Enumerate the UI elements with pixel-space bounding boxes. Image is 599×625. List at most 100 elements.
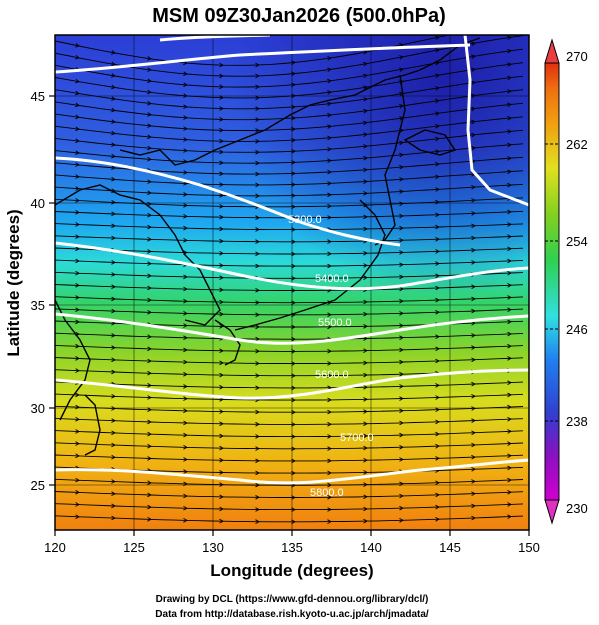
- y-tick-label: 40: [31, 196, 45, 211]
- wind-arrowhead: [327, 446, 332, 451]
- wind-arrowhead: [75, 343, 80, 349]
- wind-arrowhead: [327, 192, 332, 198]
- wind-arrowhead: [363, 61, 368, 67]
- wind-arrowhead: [399, 262, 404, 267]
- wind-arrowhead: [147, 334, 152, 340]
- wind-arrowhead: [255, 470, 260, 476]
- wind-arrowhead: [399, 250, 404, 255]
- wind-arrowhead: [111, 188, 116, 194]
- wind-arrowhead: [219, 384, 224, 390]
- wind-arrowhead: [183, 192, 188, 197]
- wind-arrowhead: [255, 251, 260, 257]
- wind-arrowhead: [255, 239, 260, 244]
- wind-arrowhead: [471, 235, 476, 241]
- wind-arrowhead: [435, 395, 440, 400]
- wind-arrowhead: [435, 492, 440, 498]
- wind-arrowhead: [75, 150, 80, 156]
- wind-arrowhead: [291, 204, 296, 209]
- wind-arrowhead: [363, 421, 368, 427]
- wind-arrowhead: [183, 71, 188, 77]
- wind-arrowhead: [183, 286, 188, 292]
- wind-arrowhead: [399, 286, 404, 292]
- wind-arrowhead: [507, 156, 512, 161]
- wind-arrowhead: [327, 421, 332, 427]
- wind-arrowhead: [471, 418, 476, 423]
- streamline: [55, 223, 524, 231]
- wind-arrowhead: [111, 406, 116, 411]
- streamline: [55, 48, 524, 88]
- wind-arrowhead: [507, 514, 512, 519]
- x-tick-label: 130: [202, 540, 224, 555]
- wind-arrowhead: [399, 371, 404, 377]
- wind-arrowhead: [435, 383, 440, 388]
- wind-arrowhead: [435, 261, 440, 266]
- contour-line-7: [55, 458, 529, 485]
- wind-arrowhead: [435, 136, 440, 142]
- wind-arrowhead: [399, 323, 404, 328]
- wind-arrowhead: [471, 296, 476, 302]
- wind-arrowhead: [471, 67, 476, 73]
- wind-arrowhead: [327, 169, 332, 175]
- wind-arrowhead: [111, 369, 116, 375]
- wind-arrowhead: [147, 358, 152, 364]
- wind-arrowhead: [291, 507, 296, 512]
- wind-arrowhead: [75, 283, 80, 288]
- wind-arrowhead: [327, 181, 332, 186]
- wind-arrowhead: [363, 482, 368, 487]
- wind-arrowhead: [147, 56, 152, 61]
- wind-arrowhead: [507, 209, 512, 215]
- wind-arrowhead: [507, 62, 512, 67]
- wind-arrowhead: [327, 300, 332, 305]
- wind-arrowhead: [255, 519, 260, 524]
- wind-arrowhead: [291, 126, 296, 132]
- wind-arrowhead: [507, 343, 512, 349]
- wind-arrowhead: [327, 397, 332, 403]
- wind-arrowhead: [75, 404, 80, 410]
- wind-arrowhead: [291, 227, 296, 232]
- wind-arrowhead: [111, 200, 116, 205]
- wind-arrowhead: [399, 128, 404, 133]
- wind-arrowhead: [435, 98, 440, 104]
- wind-arrowhead: [183, 115, 188, 120]
- wind-arrowhead: [399, 201, 404, 207]
- wind-arrowhead: [183, 148, 188, 153]
- wind-arrowhead: [435, 480, 440, 486]
- wind-arrowhead: [471, 198, 476, 203]
- plot-area: 5300.0 5400.0 5500.0 5600.0 5700.0 5800.…: [54, 34, 530, 531]
- wind-arrowhead: [507, 380, 512, 386]
- wind-arrowhead: [111, 284, 116, 290]
- wind-arrowhead: [255, 300, 260, 305]
- wind-arrowhead: [111, 320, 116, 326]
- wind-arrowhead: [507, 89, 512, 94]
- wind-arrowhead: [183, 384, 188, 389]
- wind-arrowhead: [147, 123, 152, 128]
- x-tick-label: 140: [360, 540, 382, 555]
- wind-arrowhead: [75, 198, 80, 203]
- streamline: [55, 235, 524, 243]
- wind-arrowhead: [147, 89, 152, 95]
- wind-arrowhead: [291, 458, 296, 464]
- wind-arrowhead: [471, 80, 476, 86]
- wind-arrowhead: [111, 418, 116, 423]
- wind-arrowhead: [255, 84, 260, 90]
- wind-arrowhead: [327, 409, 332, 415]
- wind-arrowhead: [507, 331, 512, 337]
- wind-arrowhead: [363, 372, 368, 378]
- wind-arrowhead: [327, 373, 332, 378]
- wind-arrowhead: [147, 100, 152, 106]
- wind-arrowhead: [111, 61, 116, 67]
- wind-arrowhead: [147, 112, 152, 117]
- wind-arrowhead: [219, 311, 224, 317]
- wind-arrowhead: [435, 346, 440, 352]
- wind-arrowhead: [219, 494, 224, 500]
- colorbar-ticks: [545, 143, 559, 422]
- wind-arrowhead: [147, 517, 152, 522]
- wind-arrowhead: [219, 193, 224, 198]
- streamline: [55, 129, 524, 153]
- wind-arrowhead: [399, 140, 404, 146]
- wind-arrowhead: [75, 102, 80, 108]
- wind-arrowhead: [183, 396, 188, 401]
- wind-arrowhead: [435, 249, 440, 254]
- wind-arrowhead: [183, 126, 188, 131]
- streamline: [55, 89, 524, 121]
